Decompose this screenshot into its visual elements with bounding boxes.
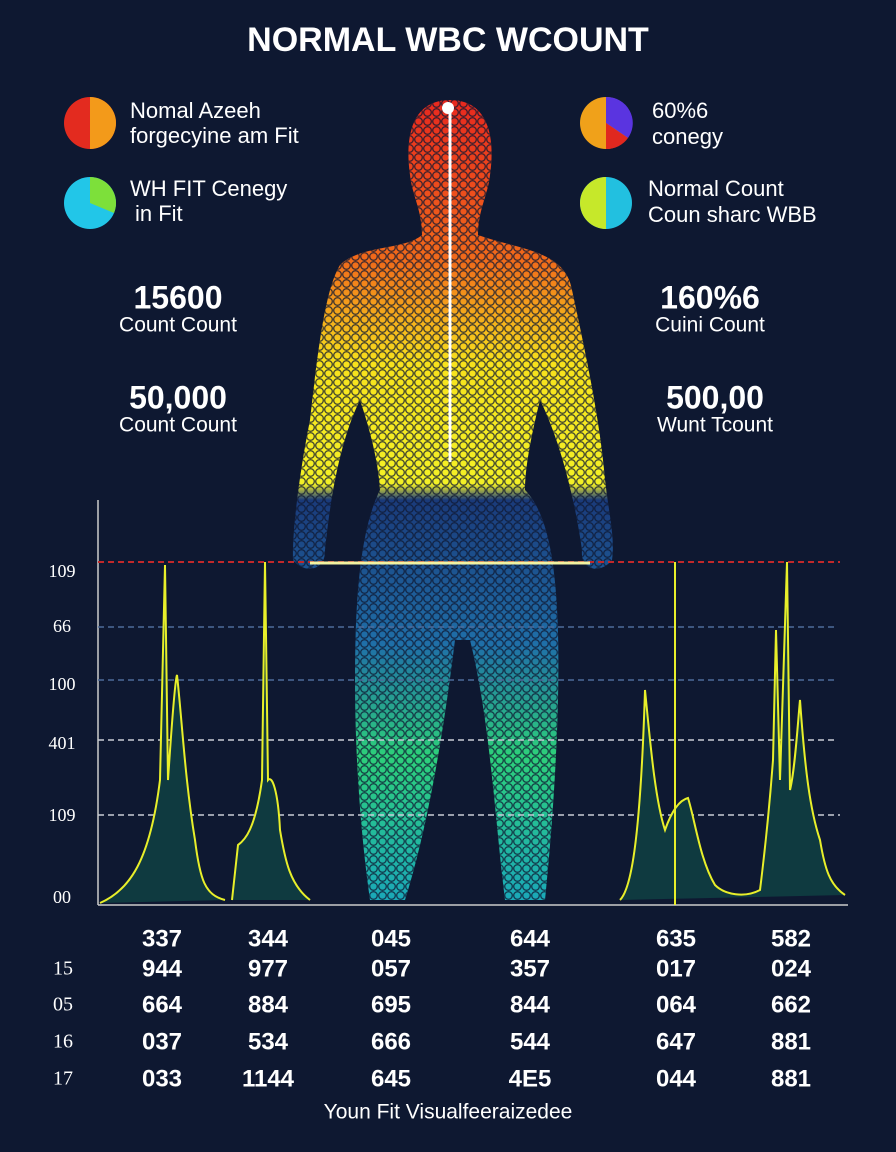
table-header: 344 [248,925,289,952]
table-cell: 664 [142,991,183,1018]
table-cell: 977 [248,955,288,982]
stat-label: Count Count [119,314,237,337]
legend-text: Normal Count [648,176,784,201]
stat-value: 160%6 [660,279,760,315]
table-cell: 666 [371,1028,411,1055]
table-cell: 695 [371,991,411,1018]
table-cell: 033 [142,1065,182,1092]
axis-label: 00 [53,887,71,907]
table-header: 582 [771,925,811,952]
table-cell: 4E5 [509,1065,552,1092]
table-header: 644 [510,925,551,952]
pie-icons [64,96,633,229]
table-cell: 1144 [242,1065,295,1092]
row-label: 16 [53,1031,73,1053]
axis-label: 401 [49,733,76,753]
row-label: 05 [53,994,73,1016]
table-cell: 944 [142,955,183,982]
axis-label: 109 [49,561,76,581]
axis-label: 109 [49,805,76,825]
table-cell: 881 [771,1065,811,1092]
legend-text: WH FIT Cenegy [130,176,287,201]
guides [97,500,848,906]
legend-text: conegy [652,124,723,149]
legend-text: forgecyine am Fit [130,123,299,148]
table-cell: 064 [656,991,697,1018]
stat-value: 15600 [134,279,223,315]
table-cell: 881 [771,1028,811,1055]
legend-text: in Fit [135,201,183,226]
table-cell: 534 [248,1028,289,1055]
row-label: 15 [53,958,73,980]
stat-label: Wunt Tcount [657,414,773,437]
stat-value: 500,00 [666,379,764,415]
table-cell: 024 [771,955,812,982]
body-figure [292,100,613,900]
stat-label: Count Count [119,414,237,437]
peaks [99,561,846,905]
table-header: 045 [371,925,411,952]
legend-text: Coun sharc WBB [648,202,817,227]
table-cell: 844 [510,991,551,1018]
table-header: 635 [656,925,696,952]
stat-value: 50,000 [129,379,227,415]
row-label: 17 [53,1068,73,1090]
table-cell: 057 [371,955,411,982]
body-dots [292,100,613,900]
table-cell: 544 [510,1028,551,1055]
table-cell: 037 [142,1028,182,1055]
legend-text: Nomal Azeeh [130,98,261,123]
table-cell: 017 [656,955,696,982]
table-cell: 044 [656,1065,697,1092]
legend-text: 60%6 [652,98,708,123]
stat-label: Cuini Count [655,314,765,337]
table-cell: 884 [248,991,289,1018]
table-header: 337 [142,925,182,952]
axis-label: 66 [53,616,71,636]
axis-label: 100 [49,674,76,694]
spine-dot [442,102,454,114]
table-cell: 357 [510,955,550,982]
footer: Youn Fit Visualfeeraizedee [324,1101,573,1124]
table-cell: 662 [771,991,811,1018]
title: NORMAL WBC WCOUNT [247,21,649,59]
table-cell: 645 [371,1065,411,1092]
table-cell: 647 [656,1028,696,1055]
